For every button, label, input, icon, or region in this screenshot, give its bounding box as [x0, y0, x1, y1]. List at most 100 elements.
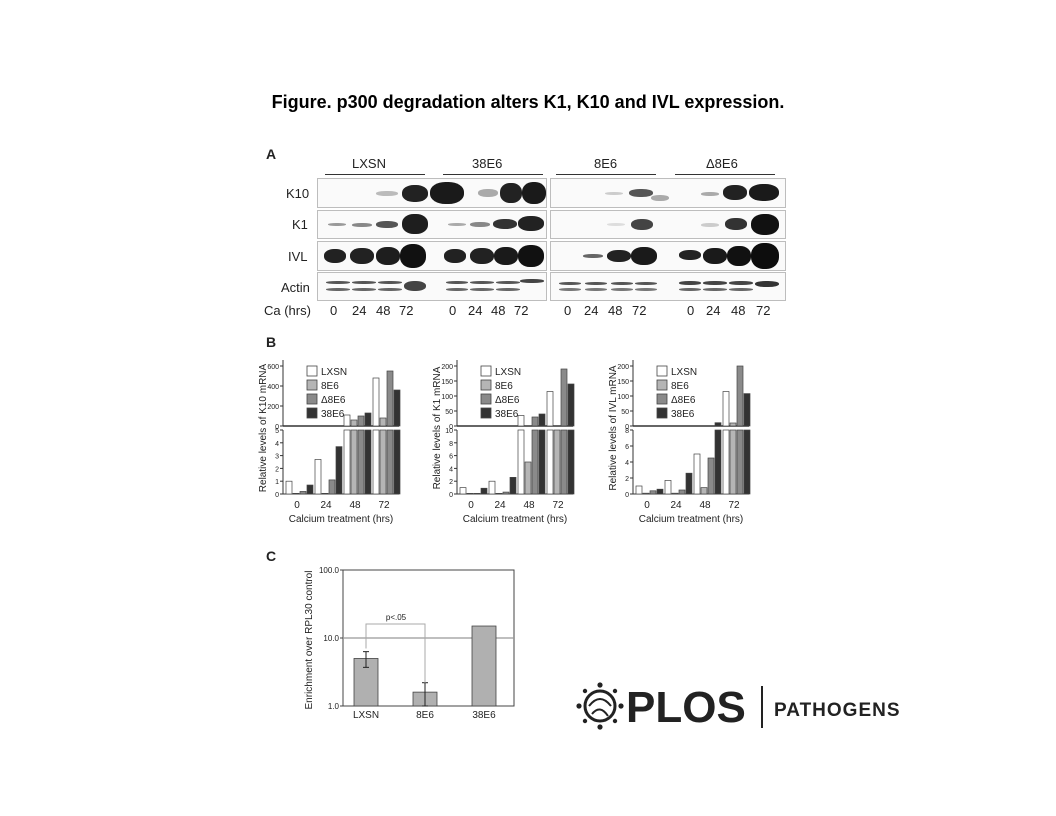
- band: [559, 282, 581, 285]
- bar: [538, 413, 546, 427]
- bar: [386, 370, 394, 427]
- logo-divider: [761, 686, 763, 728]
- band: [378, 288, 402, 291]
- bar: [343, 414, 351, 427]
- bar: [379, 417, 387, 427]
- bar: [328, 479, 336, 495]
- bar: [649, 490, 657, 495]
- blot-k10-right: [550, 178, 786, 208]
- plos-globe-icon: [576, 682, 624, 730]
- y-tick-label: 3: [275, 454, 279, 461]
- bar: [656, 488, 664, 495]
- legend-label: 38E6: [321, 409, 345, 420]
- bar: [471, 625, 497, 707]
- row-label-k1: K1: [292, 217, 308, 232]
- legend-label: 8E6: [495, 381, 513, 392]
- time-label: 48: [491, 303, 506, 318]
- bar: [714, 429, 722, 495]
- bar: [736, 429, 744, 495]
- y-axis-label: Relative levels of K1 mRNA: [432, 366, 443, 489]
- band: [378, 281, 402, 284]
- y-tick-label: 2: [275, 466, 279, 473]
- band: [402, 214, 428, 234]
- band: [478, 189, 498, 197]
- y-tick-label: 150: [617, 379, 629, 386]
- bar: [524, 461, 532, 495]
- time-label: 0: [687, 303, 695, 318]
- y-tick-label: 0: [275, 424, 279, 431]
- legend-label: LXSN: [321, 367, 347, 378]
- band: [470, 248, 494, 264]
- y-tick-label: 4: [625, 460, 629, 467]
- band: [679, 281, 701, 285]
- y-tick-label: 0: [625, 424, 629, 431]
- time-label: 0: [449, 303, 457, 318]
- time-label: 48: [608, 303, 623, 318]
- x-tick-label: 72: [728, 500, 740, 511]
- band: [376, 221, 398, 228]
- bar: [466, 493, 474, 495]
- band: [679, 288, 701, 291]
- bar: [502, 491, 510, 495]
- band: [350, 248, 374, 264]
- bar: [509, 477, 517, 495]
- y-tick-label: 2: [625, 476, 629, 483]
- legend-swatch: [656, 365, 668, 377]
- band: [520, 279, 544, 283]
- legend-label: Δ8E6: [671, 395, 696, 406]
- y-tick-label: 150: [441, 379, 453, 386]
- bar: [285, 480, 293, 495]
- bar: [321, 493, 329, 495]
- band: [376, 247, 400, 265]
- band: [751, 243, 779, 269]
- band: [328, 223, 346, 226]
- bar: [473, 493, 481, 495]
- band: [352, 281, 376, 284]
- band: [723, 185, 747, 200]
- x-tick-label: 72: [552, 500, 564, 511]
- band: [585, 282, 607, 285]
- band: [470, 281, 494, 284]
- band: [326, 288, 350, 291]
- band: [352, 288, 376, 291]
- bar: [495, 493, 503, 495]
- time-label: 24: [352, 303, 367, 318]
- bar: [314, 459, 322, 495]
- x-tick-label: 0: [294, 500, 300, 511]
- x-tick-label: 48: [699, 500, 711, 511]
- bar: [664, 480, 672, 495]
- bar: [693, 453, 701, 495]
- band: [470, 222, 490, 227]
- x-tick-label: 48: [349, 500, 361, 511]
- group-underline: [556, 174, 656, 175]
- bar: [553, 429, 561, 495]
- group-label-lxsn: LXSN: [352, 156, 386, 171]
- band: [701, 223, 719, 227]
- bar: [292, 493, 300, 495]
- y-axis-label: Enrichment over RPL30 control: [304, 571, 315, 710]
- bar: [642, 492, 650, 495]
- band: [629, 189, 653, 197]
- y-tick-label: 200: [617, 364, 629, 371]
- band: [605, 192, 623, 195]
- band: [444, 249, 466, 263]
- y-tick-label: 0: [275, 492, 279, 499]
- x-tick-label: 24: [320, 500, 332, 511]
- bar: [350, 429, 358, 495]
- y-tick-label: 10.0: [323, 634, 339, 643]
- bar: [379, 429, 387, 495]
- y-tick-label: 2: [449, 479, 453, 486]
- x-tick-label: 0: [468, 500, 474, 511]
- y-tick-label: 6: [449, 454, 453, 461]
- y-tick-label: 5: [275, 428, 279, 435]
- x-tick-label: 38E6: [472, 710, 496, 721]
- bar: [714, 422, 722, 427]
- band: [583, 254, 603, 258]
- bar: [335, 446, 343, 495]
- bar: [722, 429, 730, 495]
- legend-label: 38E6: [671, 409, 695, 420]
- bar: [364, 429, 372, 495]
- y-tick-label: 600: [267, 364, 279, 371]
- y-tick-label: 200: [441, 364, 453, 371]
